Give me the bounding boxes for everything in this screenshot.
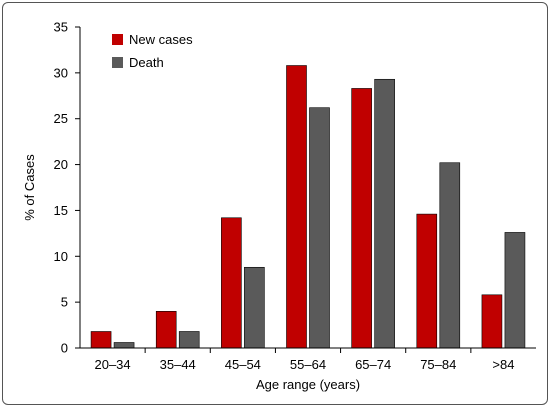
x-tick-label: 65–74 xyxy=(355,357,391,372)
x-tick-label: 20–34 xyxy=(94,357,130,372)
x-axis-title: Age range (years) xyxy=(256,377,360,392)
y-tick-label: 5 xyxy=(61,295,68,310)
bar-new-cases xyxy=(221,217,242,349)
x-tick-label: 55–64 xyxy=(290,357,326,372)
bar-death xyxy=(439,162,461,349)
bar-new-cases xyxy=(90,331,112,349)
bar-death xyxy=(374,78,395,349)
legend-swatch-death xyxy=(112,57,123,68)
x-tick-label: >84 xyxy=(492,357,514,372)
y-tick-label: 35 xyxy=(54,20,68,35)
bar-new-cases xyxy=(351,88,372,349)
y-tick-label: 20 xyxy=(54,157,68,172)
bar-new-cases xyxy=(416,213,438,349)
x-tick-label: 75–84 xyxy=(420,357,456,372)
bar-death xyxy=(244,266,265,349)
bar-death xyxy=(178,331,200,349)
y-tick-label: 15 xyxy=(54,203,68,218)
y-tick-label: 30 xyxy=(54,65,68,80)
x-tick-label: 45–54 xyxy=(225,357,261,372)
legend: New cases Death xyxy=(112,32,193,70)
y-axis: 0 5 10 15 20 25 30 35 xyxy=(54,20,80,356)
y-tick-label: 10 xyxy=(54,249,68,264)
bar-death xyxy=(113,342,135,349)
bar-new-cases xyxy=(155,311,177,349)
y-tick-label: 0 xyxy=(61,341,68,356)
bar-death xyxy=(504,232,526,349)
y-axis-title: % of Cases xyxy=(22,154,37,221)
x-axis: 20–34 35–44 45–54 55–64 65–74 75–84 >84 xyxy=(94,348,514,372)
bar-new-cases xyxy=(481,294,503,349)
legend-swatch-new-cases xyxy=(112,34,123,45)
bars xyxy=(90,65,526,349)
legend-label-death: Death xyxy=(129,55,164,70)
bar-death xyxy=(309,107,330,349)
x-tick-label: 35–44 xyxy=(160,357,196,372)
bar-new-cases xyxy=(286,65,307,349)
legend-label-new-cases: New cases xyxy=(129,32,193,47)
y-tick-label: 25 xyxy=(54,111,68,126)
